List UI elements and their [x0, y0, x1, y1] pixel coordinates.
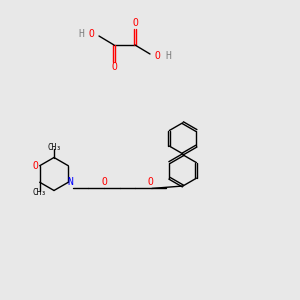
Text: O: O: [148, 177, 154, 188]
Text: O: O: [132, 17, 138, 28]
Text: O: O: [33, 161, 39, 171]
Text: H: H: [165, 51, 171, 62]
Text: N: N: [68, 177, 74, 187]
Text: O: O: [154, 51, 160, 62]
Text: H: H: [78, 28, 84, 39]
Text: CH₃: CH₃: [33, 188, 46, 197]
Text: O: O: [101, 177, 107, 188]
Text: CH₃: CH₃: [47, 142, 61, 152]
Text: O: O: [111, 62, 117, 73]
Text: O: O: [88, 28, 94, 39]
